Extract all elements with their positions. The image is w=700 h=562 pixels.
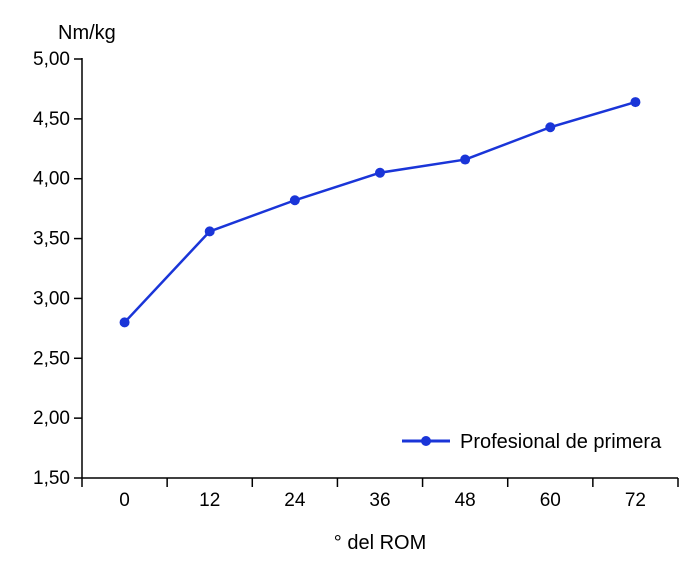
series-line xyxy=(123,100,636,324)
legend-marker xyxy=(421,436,431,446)
x-axis-ticks: 0 12 24 36 48 60 72 xyxy=(81,478,679,511)
data-point xyxy=(289,195,300,206)
x-tick-label: 24 xyxy=(284,490,306,511)
y-tick-label: 1,50 xyxy=(33,468,70,489)
data-point xyxy=(630,97,641,108)
x-tick-label: 12 xyxy=(199,490,220,511)
y-tick-label: 5,00 xyxy=(33,49,70,70)
x-tick-label: 48 xyxy=(455,490,476,511)
data-point xyxy=(460,154,471,165)
data-point xyxy=(119,317,130,328)
y-tick-label: 2,00 xyxy=(33,408,70,429)
x-tick-label: 60 xyxy=(540,490,561,511)
x-axis-label: ° del ROM xyxy=(334,532,426,554)
x-tick-label: 0 xyxy=(119,490,130,511)
data-point xyxy=(545,122,556,133)
y-tick-label: 4,50 xyxy=(33,109,70,130)
axes xyxy=(81,58,678,479)
data-point xyxy=(375,167,385,178)
y-tick-label: 3,00 xyxy=(33,288,70,309)
y-tick-label: 2,50 xyxy=(33,348,70,369)
x-tick-label: 36 xyxy=(369,490,390,511)
legend-label: Profesional de primera xyxy=(460,431,662,453)
x-tick-label: 72 xyxy=(625,490,646,511)
y-axis-label: Nm/kg xyxy=(58,22,116,44)
y-tick-label: 3,50 xyxy=(33,229,70,250)
y-axis-ticks: 1,50 2,00 2,50 3,00 3,50 4,00 4,50 5,00 xyxy=(33,49,82,489)
legend: Profesional de primera xyxy=(402,431,662,453)
y-tick-label: 4,00 xyxy=(33,169,70,190)
data-point xyxy=(204,226,215,237)
series-layer xyxy=(119,97,641,328)
